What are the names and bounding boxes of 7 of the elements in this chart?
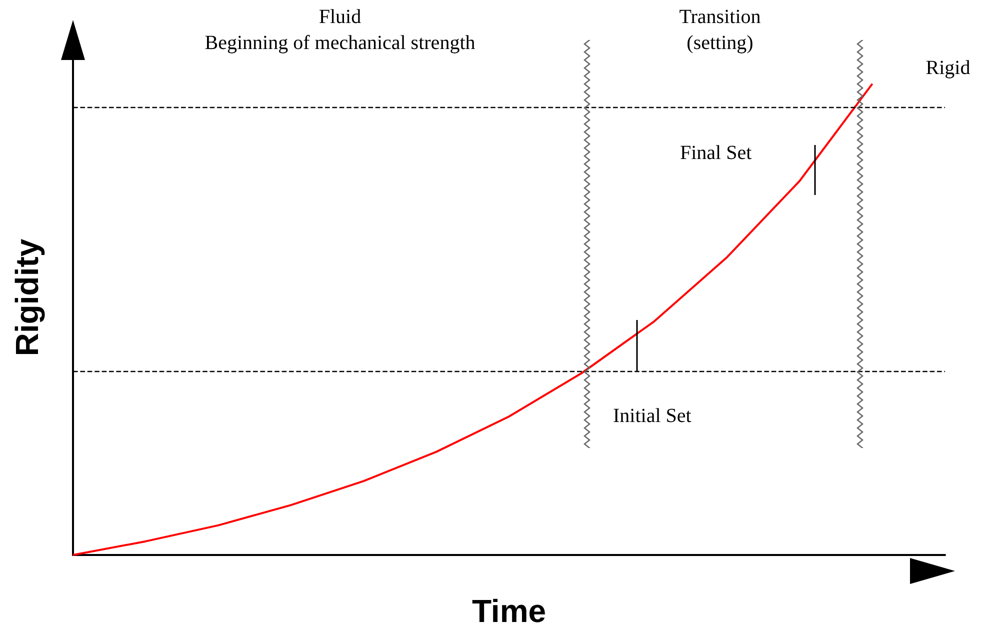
annotation: Final Set: [680, 142, 752, 164]
text: Rigid: [926, 57, 970, 79]
x-axis-title: Time: [472, 593, 546, 629]
annotation: Initial Set: [613, 405, 692, 427]
y-axis-title: Rigidity: [9, 238, 45, 356]
text: Transition (setting): [679, 6, 761, 54]
text: Fluid Beginning of mechanical strength: [204, 6, 476, 54]
